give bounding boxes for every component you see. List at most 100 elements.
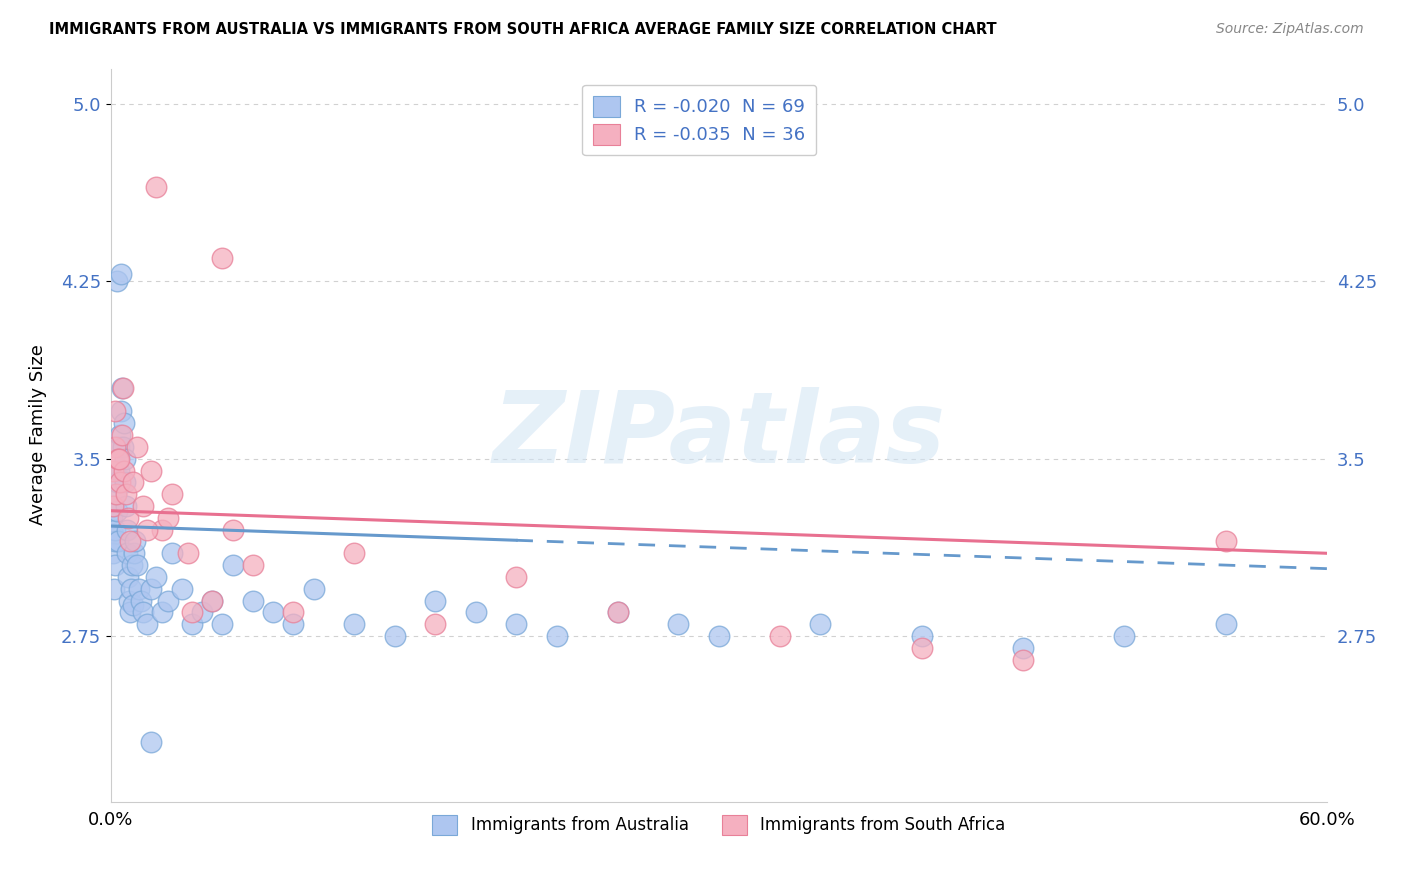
Point <box>1215 617 1237 632</box>
Point <box>103 546 125 560</box>
Point <box>101 463 124 477</box>
Point <box>1012 640 1035 655</box>
Point <box>101 511 124 525</box>
Point <box>242 593 264 607</box>
Point <box>104 487 127 501</box>
Point <box>150 523 173 537</box>
Point <box>668 617 690 632</box>
Point <box>156 593 179 607</box>
Point <box>105 504 128 518</box>
Point <box>464 606 486 620</box>
Point <box>201 593 224 607</box>
Point <box>110 267 132 281</box>
Point <box>103 582 125 596</box>
Point <box>104 523 127 537</box>
Point <box>302 582 325 596</box>
Point <box>115 523 138 537</box>
Point <box>150 606 173 620</box>
Point <box>107 451 129 466</box>
Point <box>160 546 183 560</box>
Point <box>145 570 167 584</box>
Point <box>124 534 146 549</box>
Point <box>181 617 204 632</box>
Point <box>127 440 149 454</box>
Point <box>115 487 138 501</box>
Point <box>114 451 136 466</box>
Point <box>145 179 167 194</box>
Point <box>384 629 406 643</box>
Point <box>110 404 132 418</box>
Point <box>191 606 214 620</box>
Point <box>103 440 125 454</box>
Point <box>769 629 792 643</box>
Point <box>808 617 831 632</box>
Point <box>132 499 155 513</box>
Point <box>101 527 124 541</box>
Point <box>707 629 730 643</box>
Point <box>283 606 305 620</box>
Point <box>105 274 128 288</box>
Point <box>1114 629 1136 643</box>
Point <box>156 511 179 525</box>
Point <box>115 546 138 560</box>
Point <box>112 416 135 430</box>
Point <box>108 475 131 490</box>
Point <box>111 381 134 395</box>
Point <box>910 629 932 643</box>
Text: ZIPatlas: ZIPatlas <box>492 386 945 483</box>
Point <box>108 451 131 466</box>
Point <box>103 558 125 573</box>
Text: IMMIGRANTS FROM AUSTRALIA VS IMMIGRANTS FROM SOUTH AFRICA AVERAGE FAMILY SIZE CO: IMMIGRANTS FROM AUSTRALIA VS IMMIGRANTS … <box>49 22 997 37</box>
Point <box>111 428 134 442</box>
Point <box>343 617 366 632</box>
Point <box>136 617 159 632</box>
Point <box>211 251 233 265</box>
Point <box>141 735 163 749</box>
Point <box>170 582 193 596</box>
Point <box>112 440 135 454</box>
Point <box>127 558 149 573</box>
Point <box>108 428 131 442</box>
Point <box>201 593 224 607</box>
Point <box>118 593 141 607</box>
Point <box>104 487 127 501</box>
Point <box>115 499 138 513</box>
Point <box>425 593 447 607</box>
Point <box>128 582 150 596</box>
Point <box>107 534 129 549</box>
Point <box>117 570 139 584</box>
Point <box>136 523 159 537</box>
Legend: Immigrants from Australia, Immigrants from South Africa: Immigrants from Australia, Immigrants fr… <box>422 805 1015 845</box>
Point <box>120 582 142 596</box>
Point <box>112 381 135 395</box>
Point <box>425 617 447 632</box>
Point <box>132 606 155 620</box>
Point <box>606 606 628 620</box>
Point <box>112 463 135 477</box>
Point <box>117 511 139 525</box>
Point <box>122 546 145 560</box>
Point <box>103 499 125 513</box>
Point <box>343 546 366 560</box>
Point <box>104 534 127 549</box>
Point <box>141 582 163 596</box>
Point <box>221 558 243 573</box>
Point <box>1215 534 1237 549</box>
Point <box>108 440 131 454</box>
Point <box>181 606 204 620</box>
Point <box>242 558 264 573</box>
Point <box>505 570 527 584</box>
Y-axis label: Average Family Size: Average Family Size <box>30 344 46 525</box>
Point <box>283 617 305 632</box>
Point <box>1012 653 1035 667</box>
Point <box>114 475 136 490</box>
Point <box>141 463 163 477</box>
Point <box>104 404 127 418</box>
Point <box>121 558 143 573</box>
Point <box>505 617 527 632</box>
Point <box>131 593 153 607</box>
Point <box>120 606 142 620</box>
Point <box>262 606 284 620</box>
Point <box>221 523 243 537</box>
Point <box>160 487 183 501</box>
